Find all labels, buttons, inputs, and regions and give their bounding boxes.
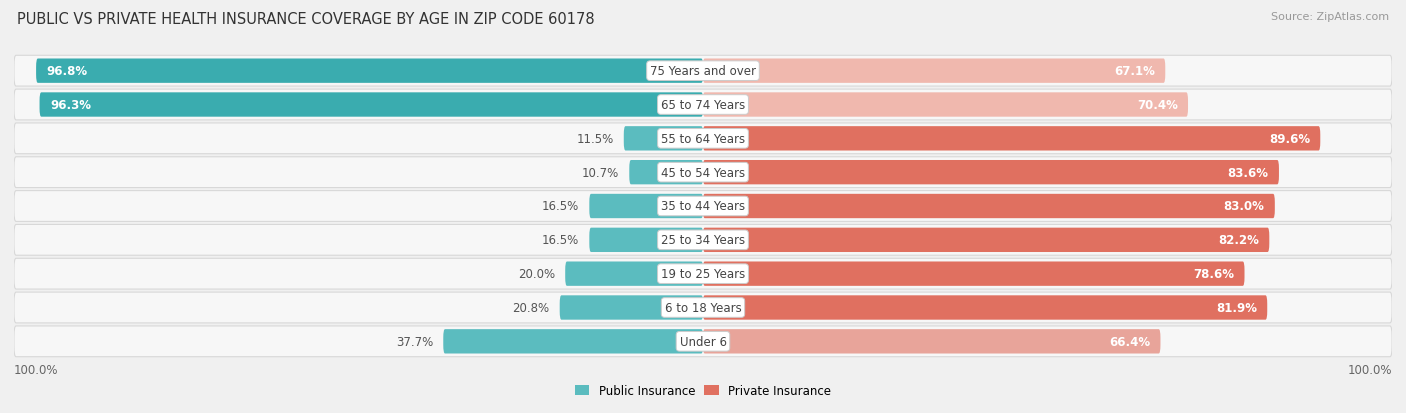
FancyBboxPatch shape bbox=[630, 161, 703, 185]
Text: 20.0%: 20.0% bbox=[517, 268, 555, 280]
FancyBboxPatch shape bbox=[14, 225, 1392, 256]
Text: 70.4%: 70.4% bbox=[1137, 99, 1178, 112]
Text: 45 to 54 Years: 45 to 54 Years bbox=[661, 166, 745, 179]
Legend: Public Insurance, Private Insurance: Public Insurance, Private Insurance bbox=[571, 379, 835, 401]
Text: 55 to 64 Years: 55 to 64 Years bbox=[661, 133, 745, 145]
FancyBboxPatch shape bbox=[14, 157, 1392, 188]
Text: 96.3%: 96.3% bbox=[49, 99, 91, 112]
Text: 16.5%: 16.5% bbox=[541, 200, 579, 213]
Text: 35 to 44 Years: 35 to 44 Years bbox=[661, 200, 745, 213]
Text: Source: ZipAtlas.com: Source: ZipAtlas.com bbox=[1271, 12, 1389, 22]
Text: 37.7%: 37.7% bbox=[395, 335, 433, 348]
Text: PUBLIC VS PRIVATE HEALTH INSURANCE COVERAGE BY AGE IN ZIP CODE 60178: PUBLIC VS PRIVATE HEALTH INSURANCE COVER… bbox=[17, 12, 595, 27]
FancyBboxPatch shape bbox=[39, 93, 703, 117]
FancyBboxPatch shape bbox=[703, 195, 1275, 218]
FancyBboxPatch shape bbox=[565, 262, 703, 286]
FancyBboxPatch shape bbox=[703, 59, 1166, 84]
FancyBboxPatch shape bbox=[14, 326, 1392, 357]
Text: 20.8%: 20.8% bbox=[512, 301, 550, 314]
Text: 96.8%: 96.8% bbox=[46, 65, 87, 78]
FancyBboxPatch shape bbox=[703, 127, 1320, 151]
Text: Under 6: Under 6 bbox=[679, 335, 727, 348]
Text: 100.0%: 100.0% bbox=[14, 363, 59, 376]
Text: 83.6%: 83.6% bbox=[1227, 166, 1268, 179]
Text: 19 to 25 Years: 19 to 25 Years bbox=[661, 268, 745, 280]
Text: 78.6%: 78.6% bbox=[1194, 268, 1234, 280]
Text: 89.6%: 89.6% bbox=[1268, 133, 1310, 145]
Text: 67.1%: 67.1% bbox=[1114, 65, 1154, 78]
FancyBboxPatch shape bbox=[703, 161, 1279, 185]
Text: 10.7%: 10.7% bbox=[582, 166, 619, 179]
FancyBboxPatch shape bbox=[560, 296, 703, 320]
Text: 6 to 18 Years: 6 to 18 Years bbox=[665, 301, 741, 314]
Text: 100.0%: 100.0% bbox=[1347, 363, 1392, 376]
Text: 11.5%: 11.5% bbox=[576, 133, 613, 145]
Text: 83.0%: 83.0% bbox=[1223, 200, 1264, 213]
FancyBboxPatch shape bbox=[703, 228, 1270, 252]
FancyBboxPatch shape bbox=[14, 259, 1392, 290]
FancyBboxPatch shape bbox=[14, 123, 1392, 154]
Text: 25 to 34 Years: 25 to 34 Years bbox=[661, 234, 745, 247]
FancyBboxPatch shape bbox=[703, 262, 1244, 286]
FancyBboxPatch shape bbox=[443, 329, 703, 354]
Text: 82.2%: 82.2% bbox=[1218, 234, 1258, 247]
FancyBboxPatch shape bbox=[14, 56, 1392, 87]
FancyBboxPatch shape bbox=[703, 296, 1267, 320]
FancyBboxPatch shape bbox=[589, 195, 703, 218]
Text: 16.5%: 16.5% bbox=[541, 234, 579, 247]
Text: 66.4%: 66.4% bbox=[1109, 335, 1150, 348]
Text: 75 Years and over: 75 Years and over bbox=[650, 65, 756, 78]
FancyBboxPatch shape bbox=[37, 59, 703, 84]
FancyBboxPatch shape bbox=[14, 191, 1392, 222]
FancyBboxPatch shape bbox=[703, 329, 1160, 354]
Text: 81.9%: 81.9% bbox=[1216, 301, 1257, 314]
FancyBboxPatch shape bbox=[14, 292, 1392, 323]
FancyBboxPatch shape bbox=[589, 228, 703, 252]
FancyBboxPatch shape bbox=[624, 127, 703, 151]
FancyBboxPatch shape bbox=[703, 93, 1188, 117]
Text: 65 to 74 Years: 65 to 74 Years bbox=[661, 99, 745, 112]
FancyBboxPatch shape bbox=[14, 90, 1392, 121]
